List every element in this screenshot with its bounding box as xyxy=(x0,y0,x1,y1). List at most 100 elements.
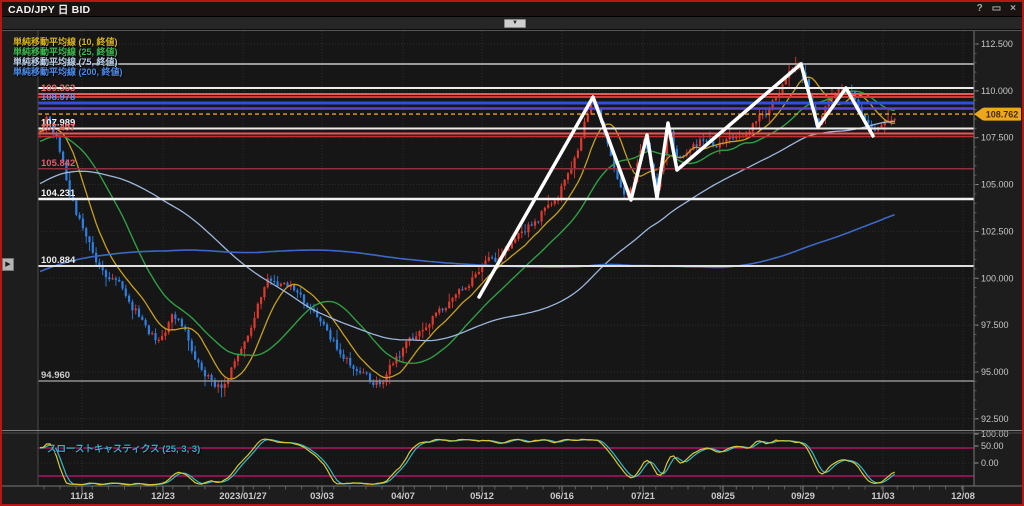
candle xyxy=(253,311,256,331)
candle xyxy=(217,380,220,393)
candle xyxy=(679,155,682,158)
price-line-label: 107.497 xyxy=(41,123,75,134)
axes: 112.500 110.000 107.500 105.000 102.500 100.0… xyxy=(43,39,1014,502)
candle xyxy=(190,338,193,355)
candle xyxy=(365,371,368,376)
x-axis-date-label: 06/16 xyxy=(550,491,574,502)
candle xyxy=(401,347,405,364)
price-line-label: 109.363 xyxy=(41,83,75,94)
candle xyxy=(118,276,121,282)
candle xyxy=(101,260,104,276)
candle xyxy=(273,274,276,285)
candle xyxy=(147,324,150,336)
candle xyxy=(319,316,322,327)
legend-item-sma75[interactable]: 単純移動平均線 (75, 終値) xyxy=(13,57,118,67)
candle xyxy=(197,357,200,368)
x-axis-date-label: 12/08 xyxy=(951,491,975,502)
legend-item-sma25[interactable]: 単純移動平均線 (25, 終値) xyxy=(13,47,118,57)
panel-expand-button[interactable]: ▶ xyxy=(2,258,14,271)
x-axis-date-label: 2023/01/27 xyxy=(219,491,267,502)
candle xyxy=(520,223,523,239)
candle xyxy=(170,313,174,331)
maximize-button[interactable]: ▭ xyxy=(991,3,1002,14)
candle xyxy=(88,235,91,251)
price-line-label: 94.960 xyxy=(41,370,70,381)
candle xyxy=(48,115,51,127)
indicator-legend: 単純移動平均線 (10, 終値) 単純移動平均線 (25, 終値) 単純移動平均… xyxy=(13,37,123,77)
price-line-label: 100.884 xyxy=(41,255,76,266)
candle xyxy=(415,331,418,341)
candle xyxy=(487,251,490,263)
candle xyxy=(570,161,573,175)
candle xyxy=(91,236,94,255)
candle xyxy=(527,221,530,238)
candle xyxy=(157,337,160,344)
candle xyxy=(524,224,527,235)
close-button[interactable]: × xyxy=(1010,3,1016,14)
candle xyxy=(474,271,477,279)
candle xyxy=(355,366,358,376)
x-axis-date-label: 04/07 xyxy=(391,491,415,502)
candle xyxy=(715,145,718,148)
titlebar[interactable]: CAD/JPY 日 BID ? ▭ × xyxy=(0,0,1024,17)
candle xyxy=(85,226,88,244)
chevron-right-icon: ▶ xyxy=(5,261,11,268)
candle xyxy=(260,296,263,310)
candle xyxy=(540,210,543,226)
trend-line[interactable] xyxy=(477,62,875,299)
candle xyxy=(276,275,279,288)
candle xyxy=(75,198,78,217)
candle xyxy=(316,307,319,318)
candle xyxy=(550,201,553,207)
legend-item-sma10[interactable]: 単純移動平均線 (10, 終値) xyxy=(13,37,118,47)
candle xyxy=(458,288,461,299)
stochastic-indicator-label[interactable]: スローストキャスティクス (25, 3, 3) xyxy=(47,444,201,455)
candle xyxy=(200,360,203,372)
y-axis-tick-label: 110.000 xyxy=(981,86,1013,96)
x-axis-date-label: 03/03 xyxy=(310,491,334,502)
candle xyxy=(203,366,207,387)
help-button[interactable]: ? xyxy=(976,3,983,14)
candle xyxy=(418,330,421,341)
candle xyxy=(893,117,896,124)
candle xyxy=(362,368,365,374)
y-axis-tick-label: 97.500 xyxy=(981,320,1009,330)
candle xyxy=(246,335,249,343)
candle xyxy=(411,333,414,340)
candle xyxy=(494,252,497,263)
candle xyxy=(167,320,170,335)
candle xyxy=(425,322,428,331)
candle xyxy=(339,343,342,358)
candle xyxy=(576,148,579,159)
candle xyxy=(563,179,566,190)
candle xyxy=(114,276,117,286)
price-line-label: 105.842 xyxy=(41,158,75,169)
candle xyxy=(134,304,137,315)
candle xyxy=(461,286,464,291)
legend-item-sma200[interactable]: 単純移動平均線 (200, 終値) xyxy=(13,67,123,77)
candle xyxy=(477,265,480,275)
candle xyxy=(151,330,154,336)
sma-200-line xyxy=(39,213,895,273)
candle xyxy=(213,377,216,389)
stochastic-pane xyxy=(38,438,974,486)
candle xyxy=(124,284,127,298)
candle xyxy=(431,315,434,330)
y-axis-tick-label: 95.000 xyxy=(981,367,1009,377)
window-controls: ? ▭ × xyxy=(977,1,1016,16)
candle xyxy=(761,110,764,120)
y-axis-tick-label: 92.500 xyxy=(981,414,1009,424)
candle xyxy=(444,307,447,313)
candle xyxy=(230,366,233,380)
toolbar-collapse-button[interactable]: ▼ xyxy=(504,19,526,28)
candle xyxy=(619,175,622,189)
candle xyxy=(764,108,768,118)
candle xyxy=(537,220,540,224)
candle xyxy=(279,282,282,287)
sma-25-line xyxy=(39,90,895,364)
candle xyxy=(62,150,65,163)
candle xyxy=(359,367,362,375)
